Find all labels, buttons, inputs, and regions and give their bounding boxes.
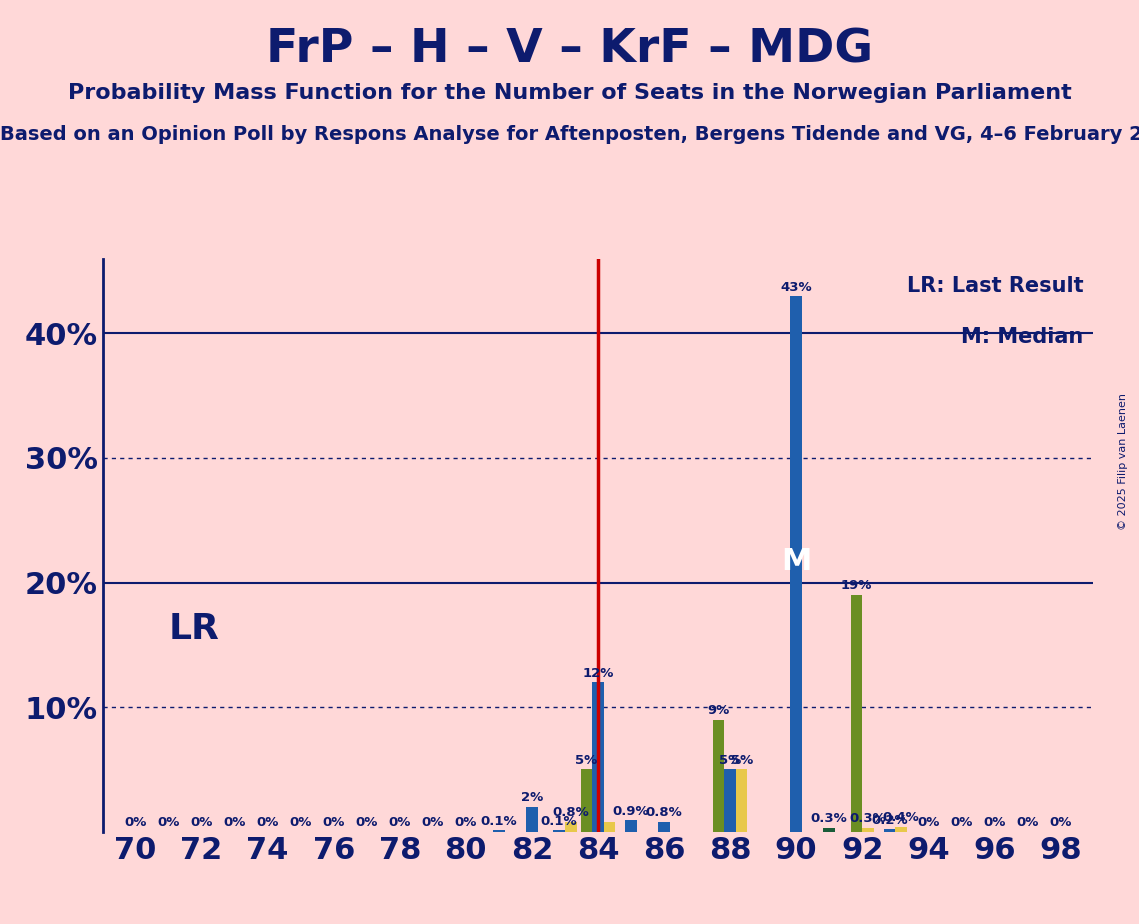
Text: 0%: 0% bbox=[421, 816, 444, 829]
Text: 0%: 0% bbox=[917, 816, 940, 829]
Text: 0.3%: 0.3% bbox=[811, 812, 847, 825]
Text: 0.3%: 0.3% bbox=[850, 812, 886, 825]
Text: 2%: 2% bbox=[521, 791, 543, 804]
Text: 12%: 12% bbox=[582, 666, 614, 680]
Text: 5%: 5% bbox=[730, 754, 753, 767]
Text: FrP – H – V – KrF – MDG: FrP – H – V – KrF – MDG bbox=[265, 28, 874, 73]
Text: 0%: 0% bbox=[124, 816, 147, 829]
Text: 0%: 0% bbox=[190, 816, 213, 829]
Text: M: M bbox=[781, 547, 811, 577]
Bar bbox=[895, 827, 907, 832]
Text: 0%: 0% bbox=[454, 816, 477, 829]
Text: 0.1%: 0.1% bbox=[541, 815, 577, 828]
Text: 0%: 0% bbox=[355, 816, 378, 829]
Text: M: Median: M: Median bbox=[961, 327, 1083, 347]
Text: 0%: 0% bbox=[157, 816, 180, 829]
Text: 0.9%: 0.9% bbox=[613, 805, 649, 818]
Text: 5%: 5% bbox=[719, 754, 741, 767]
Text: 9%: 9% bbox=[707, 704, 730, 717]
Text: 0%: 0% bbox=[223, 816, 246, 829]
Text: 0%: 0% bbox=[1049, 816, 1072, 829]
Text: 0.8%: 0.8% bbox=[552, 806, 589, 820]
Bar bbox=[713, 720, 724, 832]
Text: 0%: 0% bbox=[950, 816, 973, 829]
Bar bbox=[581, 770, 592, 832]
Text: Probability Mass Function for the Number of Seats in the Norwegian Parliament: Probability Mass Function for the Number… bbox=[67, 83, 1072, 103]
Text: 43%: 43% bbox=[780, 281, 812, 294]
Bar bbox=[736, 770, 747, 832]
Bar bbox=[724, 770, 736, 832]
Text: 5%: 5% bbox=[575, 754, 598, 767]
Bar bbox=[658, 821, 670, 832]
Text: 0.8%: 0.8% bbox=[646, 806, 682, 820]
Text: 0%: 0% bbox=[388, 816, 411, 829]
Bar bbox=[823, 828, 835, 832]
Text: 0%: 0% bbox=[983, 816, 1006, 829]
Bar bbox=[625, 821, 637, 832]
Text: 0.4%: 0.4% bbox=[883, 811, 919, 824]
Bar bbox=[526, 807, 538, 832]
Bar bbox=[790, 296, 802, 832]
Bar bbox=[862, 828, 874, 832]
Text: 19%: 19% bbox=[841, 579, 872, 592]
Text: Based on an Opinion Poll by Respons Analyse for Aftenposten, Bergens Tidende and: Based on an Opinion Poll by Respons Anal… bbox=[0, 125, 1139, 144]
Bar bbox=[554, 831, 565, 832]
Text: 0%: 0% bbox=[256, 816, 279, 829]
Text: LR: Last Result: LR: Last Result bbox=[907, 276, 1083, 296]
Text: 0.1%: 0.1% bbox=[481, 815, 517, 828]
Text: 0%: 0% bbox=[322, 816, 345, 829]
Text: LR: LR bbox=[169, 612, 220, 646]
Text: 0%: 0% bbox=[1016, 816, 1039, 829]
Bar bbox=[592, 682, 604, 832]
Text: © 2025 Filip van Laenen: © 2025 Filip van Laenen bbox=[1117, 394, 1128, 530]
Text: 0%: 0% bbox=[289, 816, 312, 829]
Bar bbox=[884, 829, 895, 832]
Bar bbox=[851, 595, 862, 832]
Bar bbox=[604, 821, 615, 832]
Bar bbox=[493, 831, 505, 832]
Text: 0.2%: 0.2% bbox=[871, 814, 908, 827]
Bar bbox=[565, 821, 576, 832]
